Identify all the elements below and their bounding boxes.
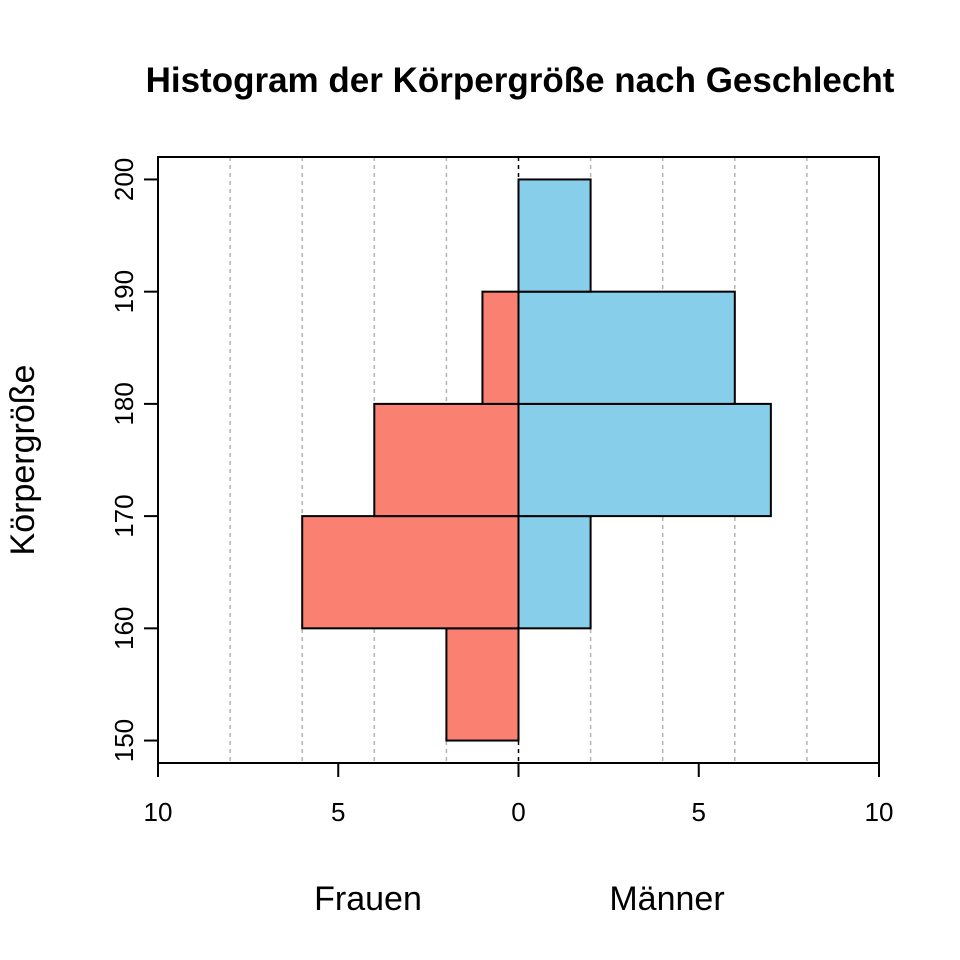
bar-left-150: [445, 627, 520, 742]
y-tick-label: 150: [109, 719, 139, 762]
y-tick-label: 160: [109, 607, 139, 650]
bar-left-170: [373, 402, 520, 518]
y-tick-label: 200: [109, 158, 139, 201]
axes: 150 160 170 180 190 200 10 5 0 5 10: [109, 156, 894, 827]
bar-left-180: [481, 290, 520, 405]
bar-right-190: [517, 178, 592, 293]
x-tick-label: 0: [511, 797, 525, 827]
x-tick-label: 5: [692, 797, 706, 827]
bar-right-180: [517, 290, 736, 405]
x-label-frauen: Frauen: [314, 880, 422, 918]
y-tick-label: 170: [109, 494, 139, 537]
x-tick-label: 5: [331, 797, 345, 827]
y-tick-label: 190: [109, 270, 139, 313]
x-tick-label: 10: [144, 797, 173, 827]
x-tick-label: 10: [865, 797, 894, 827]
bar-left-160: [301, 515, 520, 630]
y-axis-label: Körpergröße: [4, 365, 42, 556]
y-tick-label: 180: [109, 382, 139, 425]
histogram-bars: [301, 178, 772, 742]
bar-right-170: [517, 402, 772, 518]
bar-right-160: [517, 515, 592, 630]
chart-title: Histogram der Körpergröße nach Geschlech…: [146, 61, 895, 100]
x-label-maenner: Männer: [609, 880, 724, 918]
